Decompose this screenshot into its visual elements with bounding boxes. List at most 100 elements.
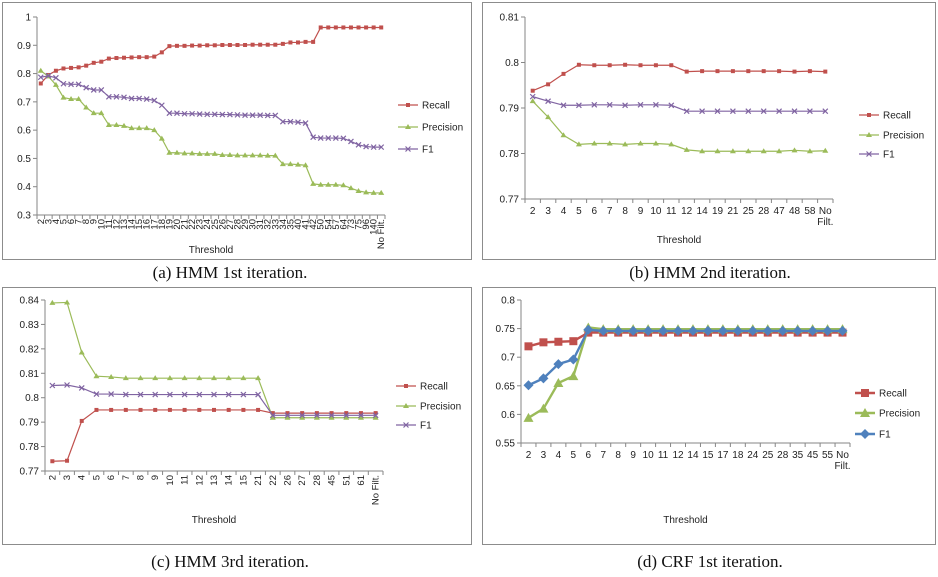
data-point [310, 180, 317, 186]
data-point [311, 39, 316, 44]
data-point [326, 25, 331, 30]
y-tick-label: 0.81 [500, 13, 520, 24]
data-point [189, 150, 196, 156]
data-point [777, 325, 788, 336]
data-point [638, 63, 643, 68]
data-point [196, 111, 203, 117]
data-point [196, 375, 203, 381]
data-point [143, 96, 150, 102]
data-point [717, 325, 728, 336]
data-point [807, 69, 812, 74]
y-tick-label: 0.83 [20, 320, 40, 331]
y-tick-label: 0.7 [501, 353, 515, 364]
x-tick-label: 8 [615, 450, 621, 461]
x-tick-label: 6 [586, 450, 592, 461]
data-point [355, 141, 362, 148]
x-tick-label: 5 [58, 219, 69, 224]
x-tick-label: 21 [727, 206, 739, 217]
data-point [837, 325, 848, 336]
data-point [530, 88, 535, 93]
y-tick-label: 0.8 [501, 296, 515, 307]
data-point [137, 375, 144, 381]
data-point [777, 69, 782, 74]
series-line [52, 301, 376, 419]
x-tick-label: 6 [106, 475, 117, 480]
x-tick-label: 24 [747, 450, 759, 461]
chart-d: 0.550.60.650.70.750.82 3 4 5 6 7 8 9 10 11 12 14 15 1… [496, 296, 921, 527]
x-tick-label: 28 [312, 475, 323, 486]
data-point [220, 43, 225, 48]
data-point [76, 65, 81, 70]
legend-marker [866, 151, 872, 157]
data-point [181, 391, 188, 398]
data-point [545, 98, 552, 105]
y-tick-label: 0.8 [25, 393, 39, 404]
data-point [167, 44, 172, 49]
series-line [532, 96, 826, 112]
data-point [255, 391, 262, 398]
data-point [69, 65, 74, 70]
x-tick-label: 3 [43, 219, 54, 224]
data-point [702, 325, 713, 336]
x-tick-label: 40 [293, 219, 304, 230]
data-point [341, 25, 346, 30]
data-point [285, 411, 290, 416]
legend-label: Recall [420, 382, 448, 393]
data-point [234, 152, 241, 158]
data-point [166, 375, 173, 381]
x-tick-label: 48 [789, 206, 801, 217]
x-tick-label: 47 [774, 206, 786, 217]
data-point [91, 60, 96, 65]
data-point [295, 119, 301, 126]
data-point [652, 140, 659, 146]
data-point [225, 375, 232, 381]
chart-panel-d: 0.55 0.6 0.65 0.7 0.75 0.8 2 3 4 5 6 7 8 9 10 11 12 14 15 1… [482, 287, 936, 545]
data-point [90, 87, 97, 93]
data-point [822, 147, 829, 153]
y-tick-label: 0.79 [20, 418, 40, 429]
series-line [532, 100, 826, 152]
data-point [257, 112, 264, 119]
data-point [313, 412, 320, 419]
x-tick-label: 6 [592, 206, 598, 217]
data-point [539, 338, 548, 347]
data-point [64, 299, 71, 305]
data-point [340, 182, 347, 188]
data-point [60, 80, 67, 87]
y-tick-label: 0.6 [501, 410, 515, 421]
x-tick-label: 12 [681, 206, 693, 217]
data-point [113, 93, 120, 100]
series-line [527, 326, 843, 419]
data-point [84, 63, 89, 68]
y-tick-label: 0.9 [17, 41, 31, 52]
data-point [265, 42, 270, 47]
data-point [234, 111, 241, 118]
data-point [348, 138, 354, 145]
data-point [93, 373, 100, 379]
data-point [762, 325, 773, 336]
y-tick-label: 0.81 [20, 369, 40, 380]
legend-marker [406, 103, 410, 107]
x-tick-label: 25 [743, 206, 755, 217]
legend-item: Precision [855, 408, 920, 420]
legend-label: Recall [883, 111, 911, 122]
y-tick-label: 0.75 [496, 324, 516, 335]
x-tick-label: 42 [308, 219, 319, 230]
x-tick-label: 23 [195, 219, 206, 230]
caption-b: (b) HMM 2nd iteration. [629, 263, 791, 282]
data-point [249, 152, 256, 158]
data-point [284, 414, 291, 420]
data-point [264, 152, 271, 158]
x-tick-label: 7 [121, 475, 132, 480]
data-point [211, 391, 217, 398]
data-point [560, 102, 567, 109]
legend-marker [405, 146, 411, 152]
data-point [151, 127, 158, 133]
legend-marker [860, 408, 870, 417]
data-point [343, 412, 350, 419]
data-point [240, 375, 247, 381]
data-point [53, 68, 58, 73]
data-point [348, 25, 353, 30]
data-point [182, 407, 187, 412]
x-tick-label: 14 [224, 475, 235, 486]
